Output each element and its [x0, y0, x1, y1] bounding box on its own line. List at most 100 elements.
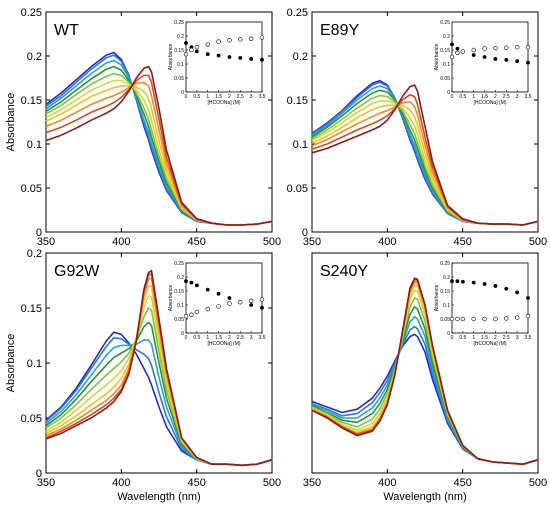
inset-y-tick-label: 0.15 — [440, 48, 450, 54]
inset-point-open — [455, 316, 460, 322]
inset-point-open — [449, 54, 455, 60]
inset-point-open — [471, 47, 476, 53]
inset-chart: 0 0.05 0.1 0.15 0.2 0.25 0 0.5 1 1.5 2 2.5 3 3.5 [HCOO… — [168, 261, 266, 347]
inset-y-tick-label: 0 — [447, 331, 450, 337]
x-tick-label: 350 — [37, 236, 55, 248]
inset-x-tick-label: 1.5 — [215, 335, 222, 341]
inset-point-open — [205, 307, 210, 312]
inset-frame — [185, 262, 263, 334]
x-tick-label: 450 — [453, 477, 471, 489]
inset-point-open — [525, 314, 531, 319]
inset-point-filled — [184, 279, 188, 284]
panel-g92w: 0 0.05 0.1 0.15 0.2 350 400 450 500 G92W Absorbanc… — [5, 248, 281, 503]
inset-y-tick-label: 0.25 — [440, 261, 450, 267]
inset-point-filled — [238, 55, 243, 60]
y-tick-label: 0.05 — [21, 183, 42, 195]
inset-x-tick-label: 1.5 — [215, 94, 222, 100]
inset-point-filled — [493, 57, 498, 61]
y-axis-label: Absorbance — [5, 334, 17, 393]
inset-point-open — [493, 45, 498, 51]
inset-x-tick-label: 1 — [472, 335, 475, 341]
inset-point-filled — [455, 46, 460, 51]
inset-chart: 0 0.05 0.1 0.15 0.2 0.25 0 0.5 1 1.5 2 2.5 3 3.5 [HCOO… — [434, 261, 532, 347]
inset-point-filled — [450, 279, 454, 284]
inset-frame — [185, 21, 263, 93]
inset-point-open — [238, 37, 243, 42]
inset-point-open — [238, 300, 243, 305]
inset-point-open — [455, 50, 460, 55]
y-tick-label: 0.05 — [21, 413, 42, 425]
inset-y-tick-label: 0.1 — [177, 62, 184, 68]
inset-y-tick-label: 0.15 — [174, 48, 184, 54]
inset-point-filled — [227, 296, 232, 300]
inset-y-tick-label: 0.05 — [174, 76, 184, 82]
inset-point-open — [514, 44, 520, 50]
inset-y-label: Absorbance — [434, 284, 440, 311]
inset-point-filled — [482, 55, 487, 59]
inset-point-filled — [493, 284, 498, 288]
panel-wt: 0 0.05 0.1 0.15 0.2 0.25 350 400 450 500 WT Absorba… — [5, 7, 281, 248]
x-tick-label: 400 — [378, 236, 396, 248]
x-tick-label: 400 — [112, 236, 130, 248]
panel-e89y: 0 0.05 0.1 0.15 0.2 0.25 350 400 450 500 E89Y 0 0.05… — [287, 7, 548, 248]
inset-point-filled — [471, 53, 476, 57]
inset-point-filled — [205, 287, 210, 292]
inset-point-open — [449, 316, 455, 322]
inset-point-open — [259, 297, 265, 302]
inset-point-filled — [194, 283, 199, 288]
inset-point-open — [248, 298, 254, 303]
inset-x-tick-label: 1.5 — [481, 335, 488, 341]
y-tick-label: 0.2 — [27, 51, 42, 63]
inset-point-filled — [526, 60, 530, 65]
inset-y-tick-label: 0.2 — [443, 275, 450, 281]
inset-x-tick-label: 2 — [228, 335, 231, 341]
spectrum-line — [311, 84, 539, 226]
inset-point-open — [189, 47, 194, 53]
inset-y-tick-label: 0.05 — [174, 317, 184, 323]
inset-x-tick-label: 1 — [206, 94, 209, 100]
inset-y-tick-label: 0.05 — [440, 76, 450, 82]
x-tick-label: 400 — [378, 477, 396, 489]
inset-x-label: [HCOONa] (M) — [207, 341, 240, 347]
inset-y-tick-label: 0.2 — [177, 34, 184, 40]
inset-point-open — [504, 316, 509, 321]
inset-x-tick-label: 2.5 — [503, 335, 510, 341]
y-tick-label: 0.2 — [27, 248, 42, 260]
y-tick-label: 0.1 — [27, 358, 42, 370]
inset-y-tick-label: 0.2 — [443, 34, 450, 40]
inset-point-filled — [482, 282, 487, 286]
inset-x-tick-label: 3 — [516, 94, 519, 100]
inset-x-tick-label: 3 — [516, 335, 519, 341]
x-tick-label: 500 — [529, 236, 547, 248]
inset-y-tick-label: 0.25 — [440, 20, 450, 26]
panel-label: WT — [54, 22, 79, 39]
panel-label: E89Y — [320, 22, 359, 39]
inset-x-tick-label: 3 — [250, 335, 253, 341]
panel-s240y: 350 400 450 500 S240Y Wavelength (nm) 0 0.05 0.1… — [303, 252, 547, 503]
inset-point-filled — [526, 296, 530, 300]
inset-x-label: [HCOONa] (M) — [473, 341, 506, 347]
inset-point-filled — [216, 53, 221, 58]
inset-point-filled — [260, 305, 264, 310]
y-tick-label: 0.25 — [21, 7, 42, 19]
inset-point-filled — [249, 303, 254, 307]
y-tick-label: 0.1 — [293, 139, 308, 151]
inset-point-open — [216, 304, 221, 309]
x-tick-label: 500 — [529, 477, 547, 489]
inset-y-tick-label: 0.05 — [440, 317, 450, 323]
inset-point-filled — [189, 280, 194, 285]
inset-chart: 0 0.05 0.1 0.15 0.2 0.25 0 0.5 1 1.5 2 2.5 3 3.5 [HCOO… — [168, 20, 266, 106]
inset-point-filled — [194, 49, 199, 54]
inset-y-tick-label: 0.25 — [174, 261, 184, 267]
inset-x-tick-label: 0 — [185, 94, 188, 100]
inset-x-tick-label: 2 — [228, 94, 231, 100]
inset-x-tick-label: 3.5 — [525, 94, 532, 100]
y-tick-label: 0.25 — [287, 7, 308, 19]
inset-y-tick-label: 0 — [447, 90, 450, 96]
y-tick-label: 0.15 — [287, 95, 308, 107]
x-tick-label: 350 — [303, 236, 321, 248]
inset-x-tick-label: 2.5 — [237, 94, 244, 100]
inset-y-label: Absorbance — [168, 284, 174, 311]
inset-point-open — [183, 314, 189, 319]
inset-point-filled — [455, 279, 460, 284]
